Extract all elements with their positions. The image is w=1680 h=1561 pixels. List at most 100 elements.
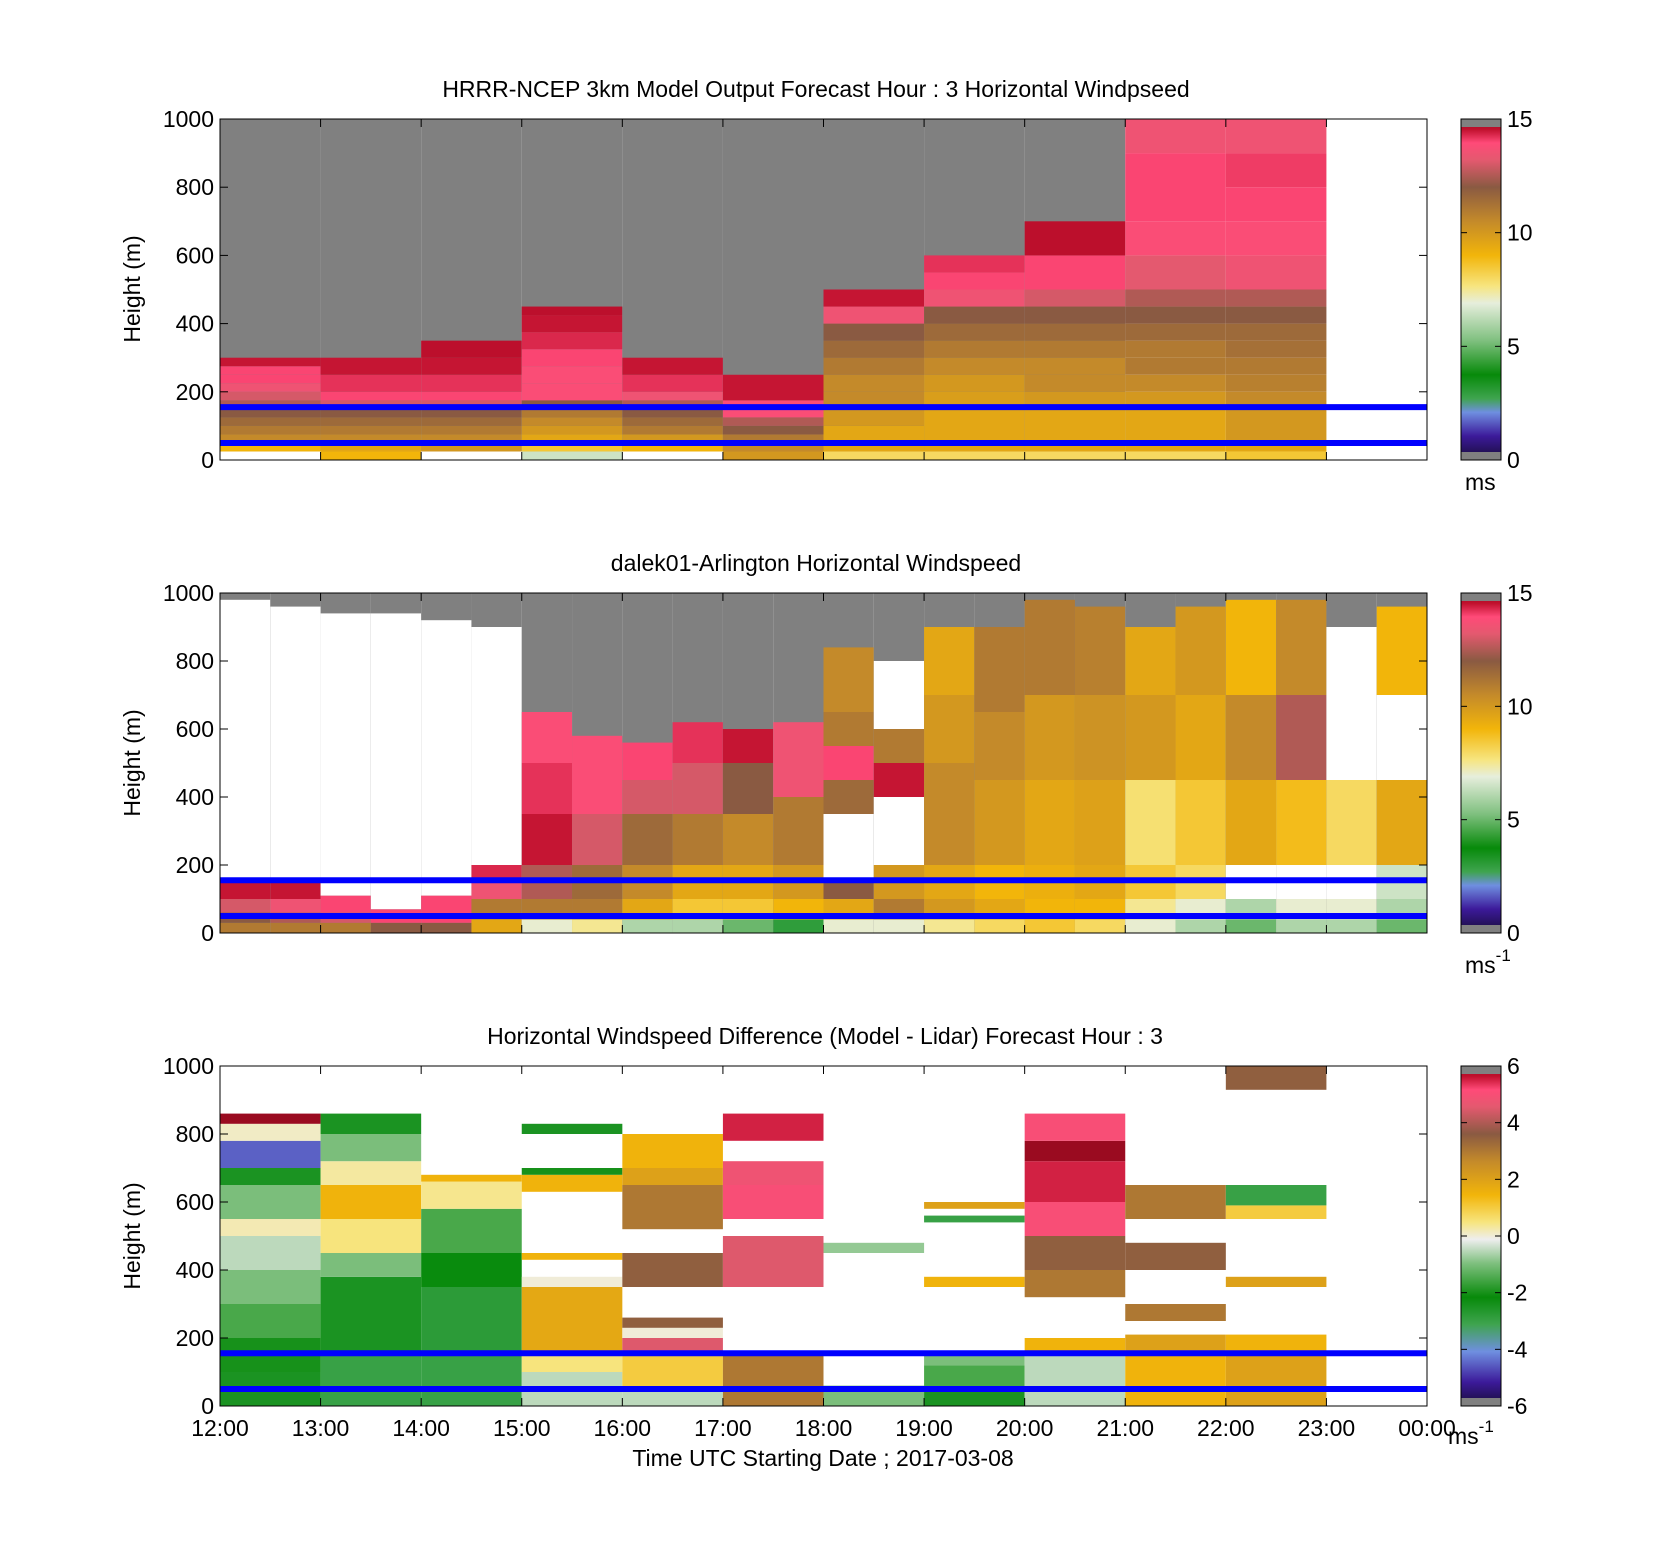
heatmap-cell [572, 814, 623, 865]
heatmap-cell [924, 763, 975, 865]
x-tick-label: 18:00 [795, 1415, 853, 1441]
heatmap-cell [270, 606, 321, 879]
heatmap-cell [1225, 695, 1277, 780]
heatmap-cell [823, 340, 925, 358]
heatmap-cell [1125, 340, 1226, 358]
heatmap-cell [1125, 306, 1226, 324]
heatmap-cell [220, 417, 321, 426]
heatmap-cell [421, 442, 522, 452]
y-tick-label: 1000 [163, 1053, 214, 1079]
heatmap-cell [1225, 1276, 1327, 1287]
heatmap-cell [722, 729, 774, 763]
colorbar-cap [1461, 119, 1501, 127]
panel-difference-ylabel: Height (m) [119, 1182, 145, 1289]
heatmap-cell [1376, 695, 1427, 780]
heatmap-cell [823, 647, 874, 712]
colorbar-gradient [1460, 118, 1502, 461]
heatmap-cell [521, 306, 623, 316]
colorbar-tick-label: 10 [1507, 220, 1533, 246]
heatmap-cell [722, 1236, 824, 1287]
heatmap-cell [421, 1181, 522, 1209]
heatmap-cell [270, 878, 321, 899]
heatmap-cell [1125, 1185, 1226, 1219]
heatmap-cell [1225, 306, 1327, 324]
x-tick-label: 00:00 [1398, 1415, 1456, 1441]
heatmap-cell [521, 315, 623, 333]
heatmap-cell [270, 899, 321, 913]
colorbar-tick-label: 15 [1507, 106, 1533, 132]
heatmap-cell [622, 417, 723, 426]
heatmap-cell [823, 882, 874, 899]
heatmap-cell [521, 434, 623, 443]
heatmap-cell [672, 763, 723, 814]
colorbar-unit-exponent: -1 [1496, 946, 1511, 965]
heatmap-cell [370, 922, 422, 933]
heatmap-cell [320, 374, 422, 392]
heatmap-cell [421, 434, 522, 443]
heatmap-cell [622, 374, 723, 392]
heatmap-cell [773, 797, 824, 865]
heatmap-cell [421, 1253, 522, 1287]
heatmap-cell [1024, 357, 1126, 375]
panel-difference-yticks: 0 200 400 600 800 1000 [163, 1053, 1427, 1419]
colorbar-outline [1460, 118, 1502, 461]
heatmap-cell [1024, 289, 1126, 307]
heatmap-cell [1326, 780, 1377, 865]
heatmap-cell [924, 1276, 1025, 1287]
y-tick-label: 800 [176, 1121, 214, 1147]
heatmap-cell [1024, 255, 1126, 290]
heatmap-cell [924, 340, 1025, 358]
heatmap-cell [1024, 1270, 1126, 1298]
heatmap-cell [924, 272, 1025, 290]
heatmap-cell [1024, 780, 1075, 865]
heatmap-cell [370, 613, 422, 910]
heatmap-cell [421, 451, 522, 460]
heatmap-cell [1225, 187, 1327, 222]
colorbar-tick-label: 15 [1507, 580, 1533, 606]
heatmap-cell [521, 442, 623, 452]
heatmap-cell [924, 1215, 1025, 1223]
heatmap-cell [421, 391, 522, 401]
heatmap-cell [1024, 451, 1126, 460]
colorbar-unit: ms-1 [1465, 946, 1511, 978]
heatmap-cell [220, 1304, 321, 1338]
heatmap-cell [1276, 919, 1327, 933]
heatmap-cell [924, 695, 975, 763]
colorbar-tick-label: -6 [1507, 1393, 1527, 1419]
heatmap-cell [1125, 1334, 1226, 1355]
heatmap-cell [1024, 374, 1126, 392]
panel-model-colorbar: 0 5 10 15 ms [1460, 106, 1533, 495]
heatmap-cell [924, 451, 1025, 460]
heatmap-cell [1074, 606, 1126, 695]
heatmap-cell [622, 1253, 723, 1287]
heatmap-cell [873, 729, 925, 763]
heatmap-cell [1024, 306, 1126, 324]
heatmap-cell [521, 1355, 623, 1372]
heatmap-cell [1225, 451, 1327, 460]
heatmap-cell [924, 323, 1025, 341]
heatmap-cell [220, 451, 321, 460]
colorbar-tick-label: 0 [1507, 1223, 1520, 1249]
heatmap-cell [320, 442, 422, 452]
heatmap-cell [1225, 357, 1327, 375]
figure-xlabel: Time UTC Starting Date ; 2017-03-08 [632, 1445, 1013, 1471]
heatmap-cell [421, 1208, 522, 1253]
heatmap-cell [471, 882, 522, 899]
colorbar-tick-label: 0 [1507, 920, 1520, 946]
heatmap-cell [722, 763, 774, 814]
y-tick-label: 400 [176, 784, 214, 810]
heatmap-cell [220, 922, 271, 933]
heatmap-cell [1125, 289, 1226, 307]
heatmap-cell [823, 814, 874, 882]
heatmap-cell [220, 434, 321, 443]
panel-difference-xticks: 12:00 13:00 14:00 15:00 16:00 17:00 18:00 19:00… [191, 1066, 1456, 1441]
y-tick-label: 200 [176, 379, 214, 405]
heatmap-cell [220, 899, 271, 913]
heatmap-cell [823, 306, 925, 324]
heatmap-cell [320, 357, 422, 375]
x-tick-label: 23:00 [1298, 1415, 1356, 1441]
heatmap-cell [722, 1161, 824, 1185]
colorbar-tick-label: 5 [1507, 807, 1520, 833]
heatmap-cell [1125, 451, 1226, 460]
heatmap-cell [873, 661, 925, 729]
